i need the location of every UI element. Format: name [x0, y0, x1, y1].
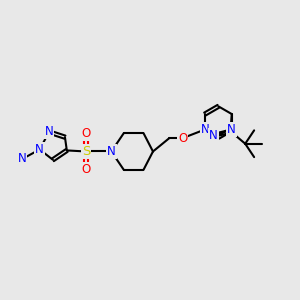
- Text: N: N: [227, 123, 236, 136]
- Text: N: N: [201, 123, 209, 136]
- Text: N: N: [35, 143, 44, 156]
- Text: N: N: [45, 125, 53, 139]
- Text: N: N: [209, 129, 218, 142]
- Text: O: O: [82, 163, 91, 176]
- Text: O: O: [82, 127, 91, 140]
- Text: N: N: [107, 145, 116, 158]
- Text: N: N: [17, 152, 26, 165]
- Text: O: O: [178, 132, 187, 145]
- Text: S: S: [82, 145, 90, 158]
